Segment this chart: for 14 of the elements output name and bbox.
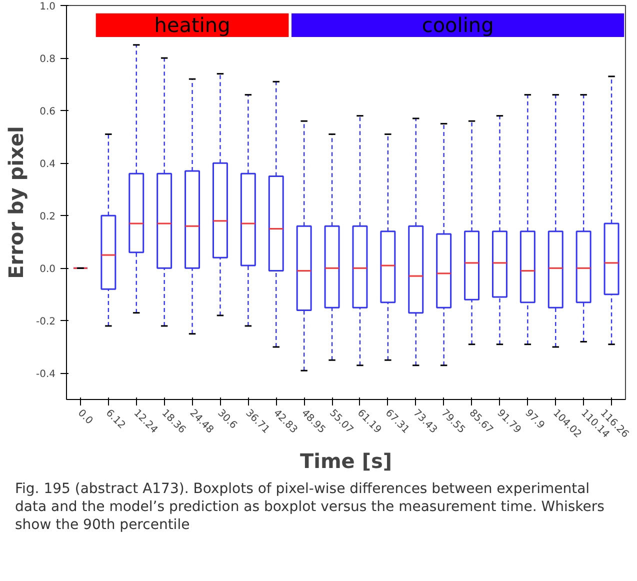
y-tick-label: 0.4 <box>40 159 56 170</box>
y-tick-label: 1.0 <box>40 2 56 12</box>
caption: Fig. 195 (abstract A173). Boxplots of pixel-wise differences between experimental data and the model’s prediction as boxplot versus the measurement time. Whiskers show the 90th percentile <box>15 480 606 535</box>
y-tick-label: 0.0 <box>40 264 56 276</box>
y-tick-label: 0.6 <box>40 106 56 118</box>
y-axis-title: Error by pixel <box>4 126 28 279</box>
y-tick-label: -0.4 <box>36 369 56 380</box>
band-label: cooling <box>422 13 494 38</box>
y-tick-label: 0.8 <box>40 54 56 66</box>
x-tick-label: 0.0 <box>76 408 95 427</box>
y-tick-label: -0.2 <box>36 316 56 328</box>
x-axis-title: Time [s] <box>300 448 392 473</box>
y-tick-label: 0.2 <box>40 212 56 223</box>
band-label: heating <box>154 13 230 38</box>
